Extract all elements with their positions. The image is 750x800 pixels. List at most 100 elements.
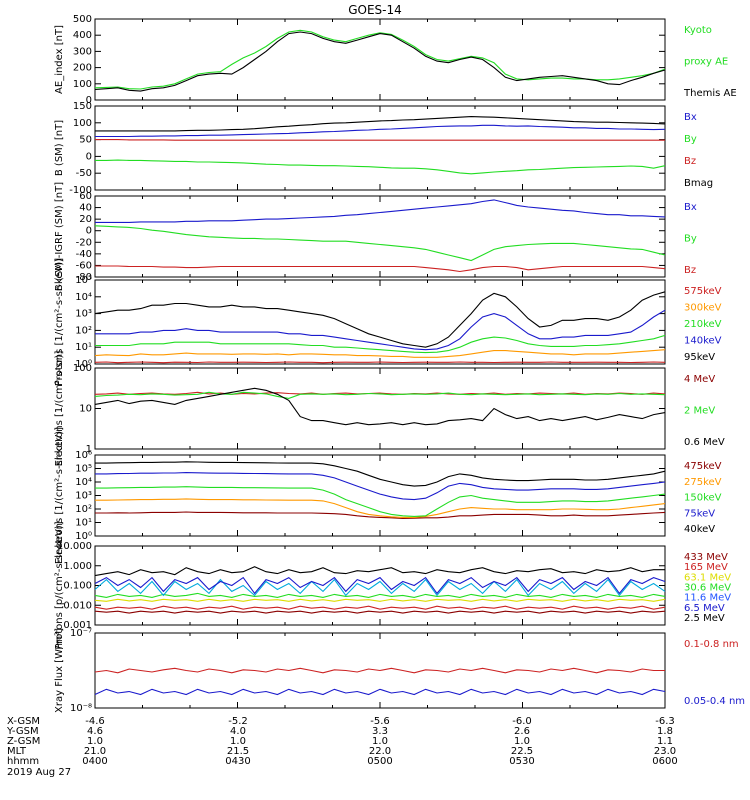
- series-label: 6.5 MeV: [684, 603, 725, 614]
- panel-1: 500 400 300 200 100 0 AE_index [nT] Kyoto proxy …: [54, 14, 737, 106]
- y-tick-label: 500: [73, 14, 92, 25]
- footer-value: 1.0: [87, 736, 103, 747]
- footer-value: 4.6: [87, 726, 103, 737]
- y-tick-label: 1: [86, 444, 92, 455]
- series-75kev: [95, 472, 666, 501]
- y-tick-label: 10²: [75, 504, 92, 515]
- series-label: By: [684, 134, 697, 145]
- y-tick-label: 300: [73, 46, 92, 57]
- y-tick-label: 400: [73, 30, 92, 41]
- series-label: 475keV: [684, 461, 722, 472]
- series-label: 0.1-0.8 nm: [684, 639, 739, 650]
- y-tick-label: 10⁰: [75, 359, 92, 370]
- y-tick-label: -100: [69, 185, 92, 196]
- footer-value: 23.0: [654, 746, 676, 757]
- y-tick-label: -60: [76, 260, 92, 271]
- series-label: 165 MeV: [684, 562, 728, 573]
- footer-value: 3.3: [372, 726, 388, 737]
- footer-value: 0430: [225, 756, 250, 767]
- footer-row-label: hhmm: [7, 756, 39, 767]
- y-tick-label: 40: [79, 203, 92, 214]
- series-by: [94, 225, 666, 262]
- series-label: Bx: [684, 112, 697, 123]
- y-tick-label: 50: [79, 135, 92, 146]
- y-tick-label: 0: [86, 151, 92, 162]
- y-tick-label: 1.000: [63, 561, 92, 572]
- y-tick-label: 0: [86, 95, 92, 106]
- y-tick-label: 100: [73, 363, 92, 374]
- series-0-6-mev: [94, 387, 666, 426]
- series-label: Bmag: [684, 178, 713, 189]
- series-0-05-0-4-nm: [94, 688, 666, 696]
- y-tick-label: 10: [79, 404, 92, 415]
- series-label: 2 MeV: [684, 406, 715, 417]
- series-475kev: [95, 511, 666, 520]
- series-themis-ae: [94, 31, 666, 92]
- series-label: 300keV: [684, 303, 722, 314]
- y-tick-label: 0.100: [63, 581, 92, 592]
- series-kyoto-proxy-ae: [94, 29, 666, 90]
- y-tick-label: 10⁰: [75, 531, 92, 542]
- y-tick-label: 10.000: [57, 541, 92, 552]
- series-2-5-mev: [94, 566, 665, 577]
- footer-value: 0400: [82, 756, 107, 767]
- series-bx: [95, 124, 666, 138]
- panel-6: 10⁶ 10⁵ 10⁴ 10³ 10² 10¹ 10⁰ Electrons [1/(cm²-s…: [54, 427, 722, 564]
- series-label: 433 MeV: [684, 552, 728, 563]
- panel-4: 10⁵ 10⁴ 10³ 10² 10¹ 10⁰ Protons [1/(cm²-s-sr-k…: [54, 258, 722, 386]
- footer-value: 0500: [367, 756, 392, 767]
- y-tick-label: 10²: [75, 325, 92, 336]
- series-label: Bz: [684, 265, 696, 276]
- panel-5: 100 10 1 Electrons [1/(cm²-s-sr)] 4 MeV 2 MeV…: [54, 351, 725, 467]
- y-axis-label: Protons [p/(cm²-s-sr-keV)]: [54, 521, 65, 649]
- y-tick-label: -80: [76, 272, 92, 283]
- footer-value: 21.0: [84, 746, 106, 757]
- footer-value: -6.3: [655, 716, 675, 727]
- y-axis-label: Electrons [1/(cm²-s-sr)]: [54, 351, 65, 467]
- footer-value: 1.1: [657, 736, 673, 747]
- footer-value: -4.6: [85, 716, 105, 727]
- series-label: 275keV: [684, 477, 722, 488]
- series-label: Themis AE: [683, 88, 737, 99]
- footer-row-label: 2019 Aug 27: [7, 767, 71, 778]
- series-575kev: [94, 361, 666, 364]
- panel-frame: [94, 18, 666, 101]
- y-tick-label: 10⁻⁷: [70, 628, 92, 639]
- series-210kev: [95, 334, 666, 354]
- y-tick-label: -50: [76, 168, 92, 179]
- series-433-mev: [94, 610, 666, 614]
- series-label: By: [684, 234, 697, 245]
- panel-frame: [94, 454, 666, 537]
- panel-frame: [94, 279, 666, 365]
- y-tick-label: 0.010: [63, 600, 92, 611]
- footer-value: 1.0: [372, 736, 388, 747]
- series-label: Bx: [684, 202, 697, 213]
- y-tick-label: 10⁴: [75, 477, 92, 488]
- footer-value: 0600: [652, 756, 677, 767]
- footer-row-label: MLT: [7, 746, 27, 757]
- series-label: 30.6 MeV: [684, 583, 731, 594]
- y-tick-label: 10⁵: [75, 464, 92, 475]
- footer-row-label: Y-GSM: [6, 726, 39, 737]
- y-axis-label: B (SM)-IGRF (SM) [nT]: [54, 182, 65, 291]
- series-300kev: [94, 349, 666, 358]
- y-tick-label: 60: [79, 191, 92, 202]
- footer-value: -5.6: [370, 716, 390, 727]
- series-label: 75keV: [684, 508, 715, 519]
- series-bx: [95, 199, 666, 223]
- footer-row-label: X-GSM: [7, 716, 40, 727]
- y-tick-label: 10⁶: [75, 450, 92, 461]
- panel-frame: [94, 195, 666, 278]
- y-axis-label: Electrons [1/(cm²-s-sr-keV)]: [54, 427, 65, 564]
- y-tick-label: 10³: [75, 309, 92, 320]
- y-tick-label: 100: [73, 118, 92, 129]
- series-150kev: [95, 486, 666, 517]
- panel-8: 10⁻⁷ 10⁻⁸ Xray Flux [W/m²] 0.1-0.8 nm 0.05-0…: [54, 628, 745, 714]
- series-165-mev: [94, 605, 666, 610]
- footer-value: 21.5: [227, 746, 249, 757]
- series-40kev: [95, 461, 666, 487]
- footer-value: 1.8: [657, 726, 673, 737]
- y-tick-label: 10³: [75, 491, 92, 502]
- y-axis-label: AE_index [nT]: [54, 25, 65, 94]
